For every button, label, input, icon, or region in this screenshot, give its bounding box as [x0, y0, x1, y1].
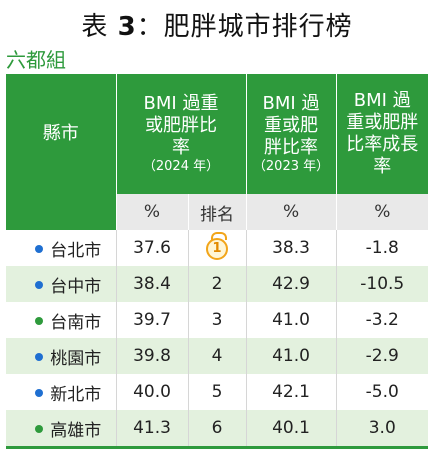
bmi-2023-cell: 42.9: [246, 266, 337, 302]
growth-cell: -2.9: [336, 338, 429, 374]
obesity-ranking-table: 縣市 BMI 過重或肥胖比率 （2024 年） BMI 過重或肥胖比率 （202…: [6, 74, 429, 449]
table-row: 台南市 39.7 3 41.0 -3.2: [6, 302, 428, 338]
table-row: 台北市 37.6 1 38.3 -1.8: [6, 230, 428, 266]
rank-cell: 1: [188, 230, 247, 266]
bullet-dot-icon: [35, 280, 44, 289]
header-bmi-2023-label: BMI 過重或肥胖比率: [262, 93, 320, 159]
bullet-dot-icon: [35, 388, 44, 397]
header-bmi-2024-year: （2024 年）: [142, 159, 220, 174]
unit-growth: %: [336, 194, 429, 230]
bmi-2024-cell: 40.0: [116, 374, 189, 410]
header-county: 縣市: [6, 74, 117, 194]
growth-cell: 3.0: [336, 410, 429, 449]
bmi-2023-cell: 38.3: [246, 230, 337, 266]
city-cell: 桃園市: [6, 338, 117, 374]
page-title: 表 3：肥胖城市排行榜: [0, 6, 434, 43]
rank-cell: 3: [188, 302, 247, 338]
bullet-dot-icon: [35, 352, 44, 361]
rank-cell: 5: [188, 374, 247, 410]
bullet-dot-icon: [35, 424, 44, 433]
bullet-dot-icon: [35, 316, 44, 325]
units-blank: [6, 194, 117, 230]
header-bmi-2024: BMI 過重或肥胖比率 （2024 年）: [116, 74, 247, 194]
title-number: 3: [117, 12, 137, 42]
growth-cell: -1.8: [365, 238, 399, 258]
bmi-2024-cell: 39.8: [116, 338, 189, 374]
header-growth: BMI 過重或肥胖比率成長率: [336, 74, 429, 194]
unit-rank: 排名: [188, 194, 247, 230]
unit-bmi-2024: %: [116, 194, 189, 230]
bmi-2023-cell: 41.0: [246, 338, 337, 374]
header-bmi-2024-label: BMI 過重或肥胖比率: [143, 93, 219, 159]
header-bmi-2023-year: （2023 年）: [252, 159, 330, 174]
growth-cell: -3.2: [365, 310, 399, 330]
header-growth-label: BMI 過重或肥胖比率成長率: [346, 90, 419, 177]
table-row: 桃園市 39.8 4 41.0 -2.9: [6, 338, 429, 374]
city-cell: 台北市: [6, 230, 117, 266]
rank-cell: 2: [188, 266, 247, 302]
bmi-2024-cell: 41.3: [116, 410, 189, 449]
bmi-2023-cell: 40.1: [246, 410, 337, 449]
city-cell: 高雄市: [6, 410, 117, 449]
rank-cell: 4: [188, 338, 247, 374]
bullet-dot-icon: [35, 244, 44, 253]
bmi-2024-cell: 39.7: [116, 302, 189, 338]
title-suffix: ：肥胖城市排行榜: [136, 12, 353, 42]
bmi-2023-cell: 42.1: [246, 374, 337, 410]
table-row: 高雄市 41.3 6 40.1 3.0: [6, 410, 429, 449]
table-row: 台中市 38.4 2 42.9 -10.5: [6, 266, 429, 302]
bmi-2023-cell: 41.0: [246, 302, 337, 338]
city-cell: 新北市: [6, 374, 117, 410]
medal-icon: 1: [206, 231, 228, 260]
city-cell: 台中市: [6, 266, 117, 302]
unit-bmi-2023: %: [246, 194, 337, 230]
rank-cell: 6: [188, 410, 247, 449]
city-cell: 台南市: [6, 302, 117, 338]
growth-cell: -5.0: [365, 382, 399, 402]
header-bmi-2023: BMI 過重或肥胖比率 （2023 年）: [246, 74, 337, 194]
bmi-2024-cell: 38.4: [116, 266, 189, 302]
bmi-2024-cell: 37.6: [116, 230, 189, 266]
title-prefix: 表: [81, 12, 118, 42]
table-row: 新北市 40.0 5 42.1 -5.0: [6, 374, 428, 410]
growth-cell: -10.5: [336, 266, 429, 302]
group-subtitle: 六都組: [6, 48, 66, 72]
